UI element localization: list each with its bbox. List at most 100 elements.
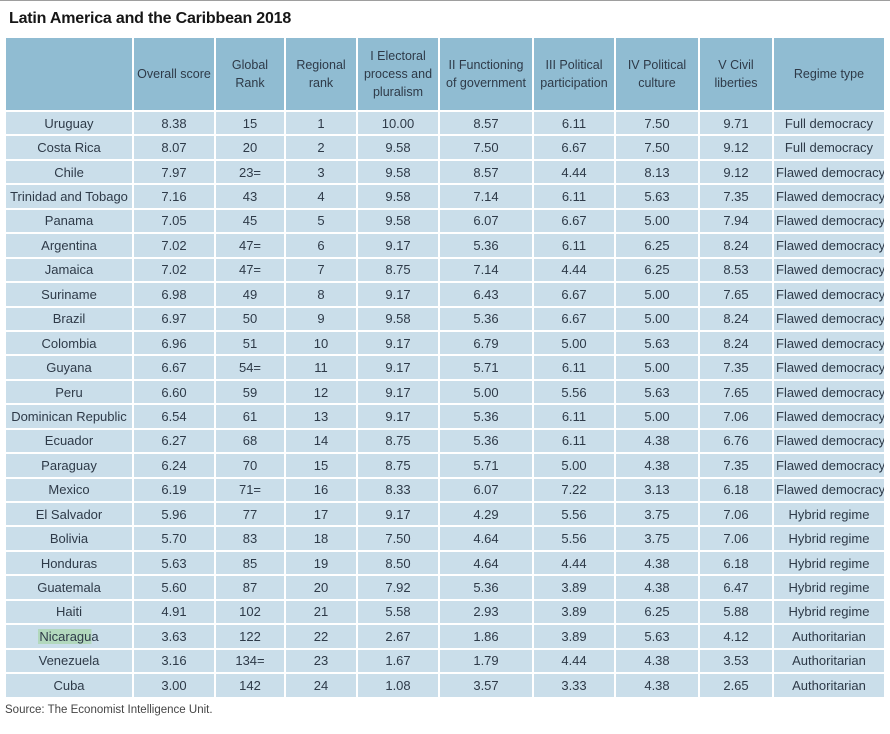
civil-liberties-cell: 7.35	[700, 356, 772, 379]
electoral-process-cell: 1.67	[358, 649, 438, 673]
political-culture-cell: 4.38	[616, 674, 698, 697]
civil-liberties-cell: 7.06	[700, 405, 772, 428]
regional-rank-cell: 3	[286, 160, 356, 184]
country-label: Honduras	[40, 555, 98, 571]
regional-rank-cell: 17	[286, 503, 356, 526]
regime-type-cell: Flawed democracy	[774, 160, 884, 184]
overall-score-cell: 7.02	[134, 258, 214, 282]
country-cell: Paraguay	[6, 454, 132, 477]
functioning-government-cell: 7.50	[440, 136, 532, 159]
country-label: Brazil	[52, 311, 86, 327]
country-label: Bolivia	[49, 531, 89, 547]
column-header-regime-type: Regime type	[774, 38, 884, 110]
country-label: Panama	[44, 213, 94, 229]
political-culture-cell: 3.75	[616, 527, 698, 550]
regime-type-cell: Flawed democracy	[774, 331, 884, 355]
country-cell: Guatemala	[6, 576, 132, 599]
table-row: Uruguay 8.38 15 1 10.00 8.57 6.11 7.50 9…	[6, 112, 884, 135]
electoral-process-cell: 9.58	[358, 160, 438, 184]
regime-type-cell: Hybrid regime	[774, 527, 884, 550]
civil-liberties-cell: 7.35	[700, 185, 772, 208]
political-culture-cell: 5.00	[616, 283, 698, 306]
functioning-government-cell: 6.79	[440, 331, 532, 355]
country-label: Trinidad and Tobago	[10, 189, 128, 205]
civil-liberties-cell: 7.06	[700, 503, 772, 526]
global-rank-cell: 51	[216, 331, 284, 355]
political-culture-cell: 7.50	[616, 136, 698, 159]
regional-rank-cell: 2	[286, 136, 356, 159]
country-label: Mexico	[48, 482, 90, 498]
regional-rank-cell: 10	[286, 331, 356, 355]
electoral-process-cell: 5.58	[358, 600, 438, 624]
regime-type-cell: Flawed democracy	[774, 258, 884, 282]
regional-rank-cell: 9	[286, 307, 356, 330]
table-row: Mexico 6.19 71= 16 8.33 6.07 7.22 3.13 6…	[6, 478, 884, 501]
regional-rank-cell: 23	[286, 649, 356, 673]
country-label: Nicaragua	[38, 628, 100, 644]
country-cell: Panama	[6, 209, 132, 233]
country-label: Ecuador	[44, 433, 94, 449]
political-participation-cell: 4.44	[534, 551, 614, 575]
country-label: Guyana	[46, 360, 92, 376]
regional-rank-cell: 16	[286, 478, 356, 501]
overall-score-cell: 4.91	[134, 600, 214, 624]
overall-score-cell: 6.19	[134, 478, 214, 501]
overall-score-cell: 3.16	[134, 649, 214, 673]
political-culture-cell: 5.00	[616, 307, 698, 330]
civil-liberties-cell: 5.88	[700, 600, 772, 624]
country-cell: Peru	[6, 380, 132, 404]
political-culture-cell: 6.25	[616, 600, 698, 624]
table-row: Bolivia 5.70 83 18 7.50 4.64 5.56 3.75 7…	[6, 527, 884, 550]
electoral-process-cell: 10.00	[358, 112, 438, 135]
country-cell: Cuba	[6, 674, 132, 697]
electoral-process-cell: 9.58	[358, 209, 438, 233]
column-header-civil-liberties: V Civil liberties	[700, 38, 772, 110]
report-page: Latin America and the Caribbean 2018 Ove…	[0, 0, 890, 716]
global-rank-cell: 50	[216, 307, 284, 330]
political-participation-cell: 7.22	[534, 478, 614, 501]
regime-type-cell: Flawed democracy	[774, 454, 884, 477]
regional-rank-cell: 13	[286, 405, 356, 428]
table-row: Guatemala 5.60 87 20 7.92 5.36 3.89 4.38…	[6, 576, 884, 599]
regime-type-cell: Hybrid regime	[774, 576, 884, 599]
political-participation-cell: 3.89	[534, 600, 614, 624]
global-rank-cell: 68	[216, 429, 284, 453]
political-participation-cell: 6.11	[534, 185, 614, 208]
table-row: Dominican Republic 6.54 61 13 9.17 5.36 …	[6, 405, 884, 428]
global-rank-cell: 15	[216, 112, 284, 135]
electoral-process-cell: 8.75	[358, 454, 438, 477]
political-participation-cell: 5.00	[534, 454, 614, 477]
civil-liberties-cell: 6.47	[700, 576, 772, 599]
regime-type-cell: Flawed democracy	[774, 478, 884, 501]
political-culture-cell: 4.38	[616, 649, 698, 673]
regional-rank-cell: 15	[286, 454, 356, 477]
country-label: Paraguay	[41, 457, 97, 473]
regime-type-cell: Hybrid regime	[774, 503, 884, 526]
political-participation-cell: 6.11	[534, 356, 614, 379]
country-cell: Venezuela	[6, 649, 132, 673]
civil-liberties-cell: 9.12	[700, 136, 772, 159]
regional-rank-cell: 19	[286, 551, 356, 575]
global-rank-cell: 122	[216, 625, 284, 648]
democracy-index-table: Overall score Global Rank Regional rank …	[4, 36, 886, 699]
electoral-process-cell: 9.58	[358, 136, 438, 159]
political-culture-cell: 4.38	[616, 429, 698, 453]
overall-score-cell: 3.00	[134, 674, 214, 697]
country-cell: Nicaragua	[6, 625, 132, 648]
table-row: Brazil 6.97 50 9 9.58 5.36 6.67 5.00 8.2…	[6, 307, 884, 330]
civil-liberties-cell: 6.18	[700, 478, 772, 501]
functioning-government-cell: 5.71	[440, 356, 532, 379]
civil-liberties-cell: 8.24	[700, 307, 772, 330]
global-rank-cell: 142	[216, 674, 284, 697]
regime-type-cell: Flawed democracy	[774, 185, 884, 208]
regional-rank-cell: 4	[286, 185, 356, 208]
civil-liberties-cell: 3.53	[700, 649, 772, 673]
country-cell: Chile	[6, 160, 132, 184]
global-rank-cell: 77	[216, 503, 284, 526]
global-rank-cell: 20	[216, 136, 284, 159]
regional-rank-cell: 1	[286, 112, 356, 135]
regime-type-cell: Flawed democracy	[774, 405, 884, 428]
regional-rank-cell: 22	[286, 625, 356, 648]
country-label: Guatemala	[37, 580, 101, 596]
table-body: Uruguay 8.38 15 1 10.00 8.57 6.11 7.50 9…	[6, 112, 884, 697]
